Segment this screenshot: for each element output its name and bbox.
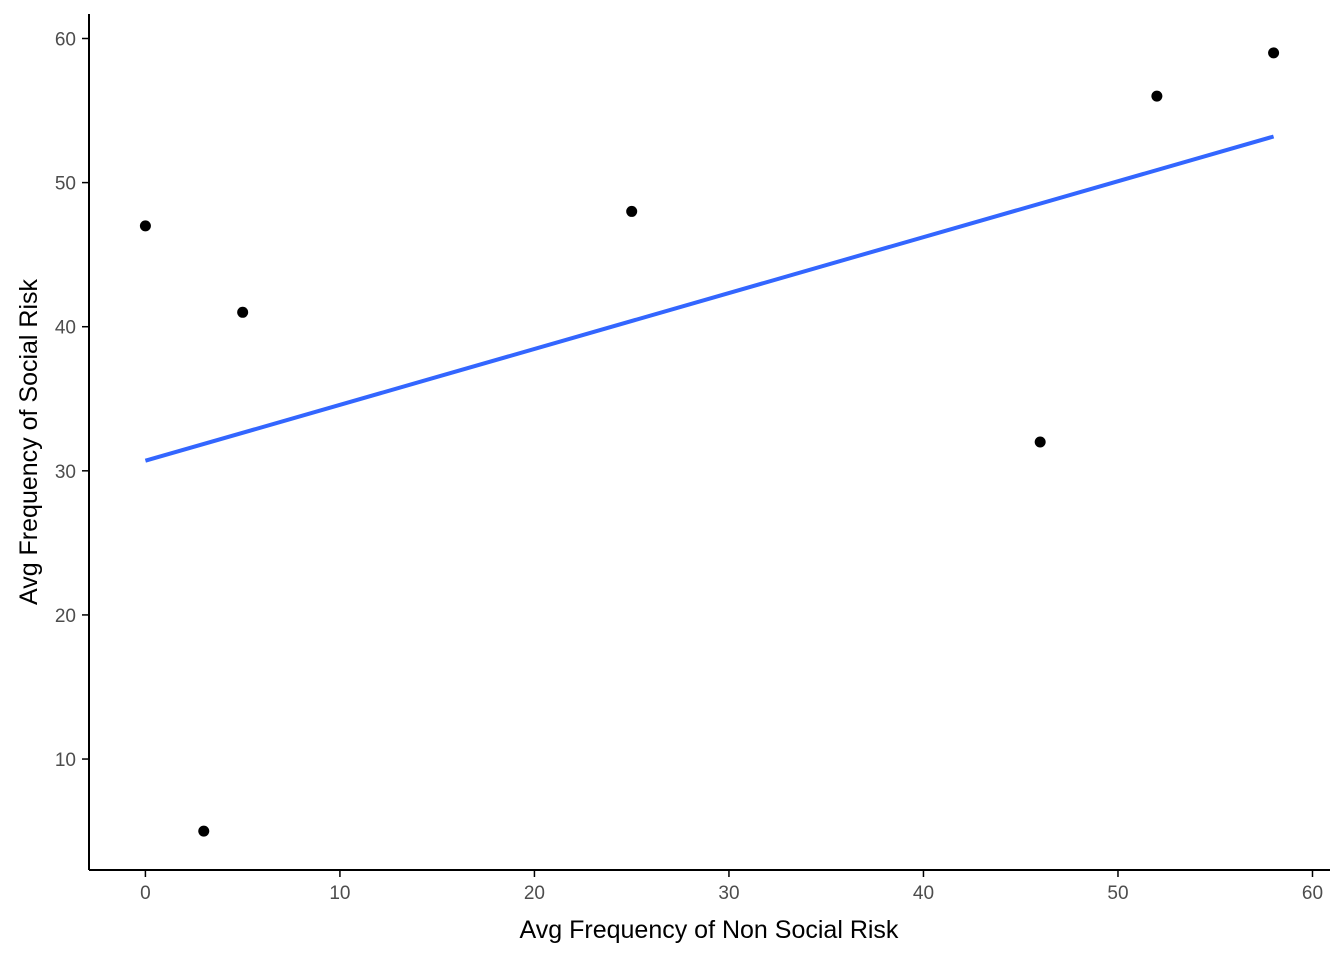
- trend-line: [144, 134, 1275, 463]
- axes: [88, 14, 1330, 871]
- data-point: [1151, 90, 1163, 102]
- data-point: [626, 205, 638, 217]
- x-tick-label: 10: [329, 883, 350, 904]
- x-tick-label: 20: [524, 883, 545, 904]
- data-point: [1268, 47, 1280, 59]
- y-axis-ticks: 10 20 30 40 50 60: [55, 29, 89, 771]
- x-tick-label: 40: [913, 883, 934, 904]
- y-tick-label: 40: [55, 318, 76, 339]
- data-points: [139, 47, 1280, 837]
- y-tick-label: 20: [55, 606, 76, 627]
- x-tick-label: 30: [718, 883, 739, 904]
- x-tick-label: 50: [1107, 883, 1128, 904]
- x-tick-label: 60: [1302, 883, 1323, 904]
- y-tick-label: 50: [55, 174, 76, 195]
- trend-line-layer: [144, 134, 1275, 463]
- x-tick-label: 0: [140, 883, 151, 904]
- data-point: [198, 825, 210, 837]
- data-point: [237, 306, 249, 318]
- y-axis-title: Avg Frequency of Social Risk: [15, 278, 43, 605]
- y-tick-label: 60: [55, 29, 76, 50]
- y-tick-label: 30: [55, 462, 76, 483]
- data-point: [1034, 436, 1046, 448]
- y-tick-label: 10: [55, 750, 76, 771]
- data-point: [139, 220, 151, 232]
- x-axis-title: Avg Frequency of Non Social Risk: [520, 916, 899, 944]
- x-axis-ticks: 0 10 20 30 40 50 60: [140, 870, 1323, 904]
